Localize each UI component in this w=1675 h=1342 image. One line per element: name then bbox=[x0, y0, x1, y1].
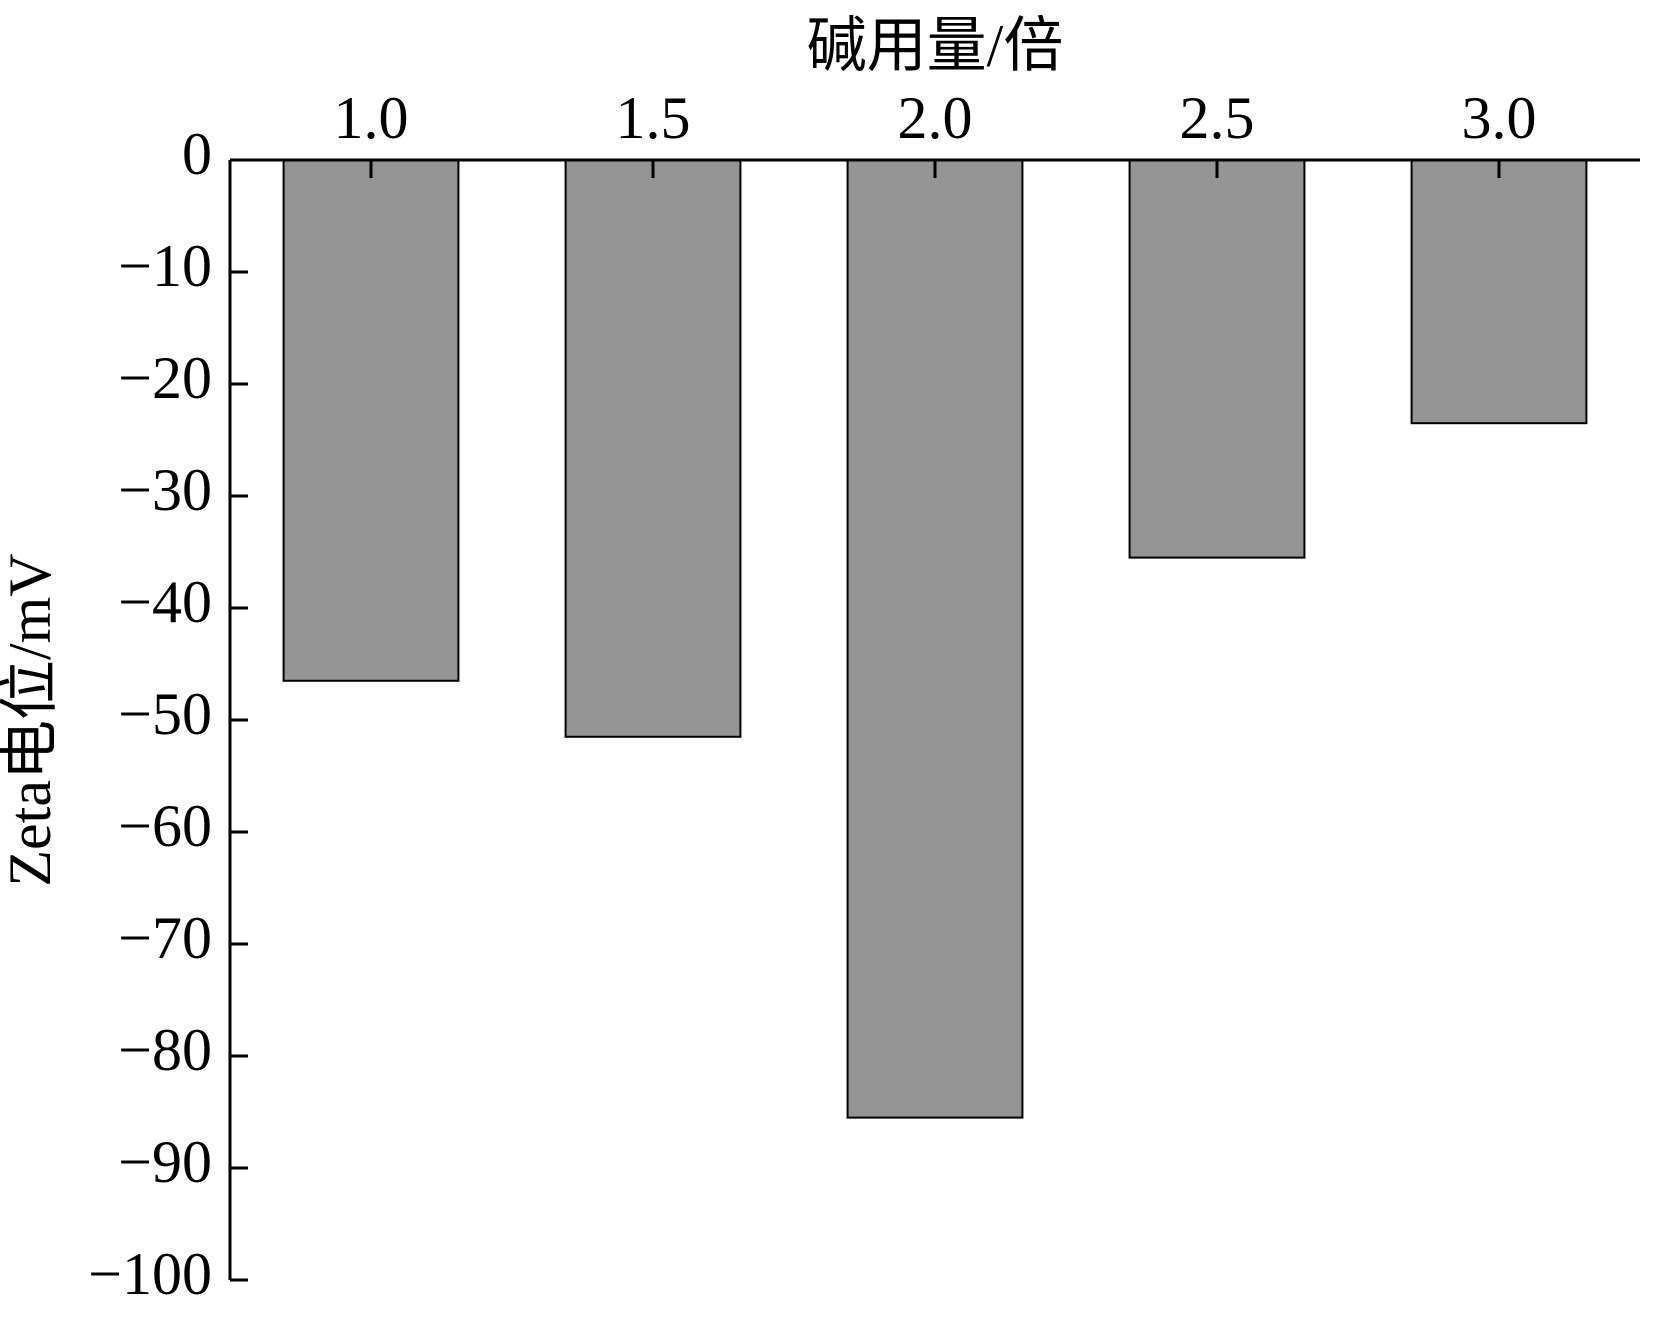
y-axis-title: Zeta电位/mV bbox=[0, 553, 63, 886]
y-ticks: 0 −10 −20 −30 −40 −50 −60 −70 −80 −90 −100 bbox=[88, 121, 248, 1307]
x-ticks: 1.0 1.5 2.0 2.5 3.0 bbox=[334, 85, 1537, 178]
y-tick-label: −10 bbox=[118, 233, 212, 299]
y-tick-label: −60 bbox=[118, 793, 212, 859]
y-tick-label: −30 bbox=[118, 457, 212, 523]
bar bbox=[848, 160, 1023, 1118]
y-tick-label: −20 bbox=[118, 345, 212, 411]
y-tick-label: −90 bbox=[118, 1129, 212, 1195]
y-tick-label: −40 bbox=[118, 569, 212, 635]
y-tick-label: −50 bbox=[118, 681, 212, 747]
x-tick-label: 1.0 bbox=[334, 85, 409, 151]
y-tick-label: −100 bbox=[88, 1241, 212, 1307]
bar bbox=[1130, 160, 1305, 558]
y-tick-label: −80 bbox=[118, 1017, 212, 1083]
bar-chart: 0 −10 −20 −30 −40 −50 −60 −70 −80 −90 −100 1.0 1.5 2.… bbox=[0, 0, 1675, 1342]
x-tick-label: 2.0 bbox=[898, 85, 973, 151]
y-tick-label: 0 bbox=[182, 121, 212, 187]
bar bbox=[566, 160, 741, 737]
bars-group bbox=[284, 160, 1587, 1118]
chart-svg: 0 −10 −20 −30 −40 −50 −60 −70 −80 −90 −100 1.0 1.5 2.… bbox=[0, 0, 1675, 1342]
x-tick-label: 1.5 bbox=[616, 85, 691, 151]
y-tick-label: −70 bbox=[118, 905, 212, 971]
x-tick-label: 3.0 bbox=[1462, 85, 1537, 151]
bar bbox=[1412, 160, 1587, 423]
bar bbox=[284, 160, 459, 681]
x-tick-label: 2.5 bbox=[1180, 85, 1255, 151]
x-axis-title: 碱用量/倍 bbox=[807, 13, 1064, 79]
